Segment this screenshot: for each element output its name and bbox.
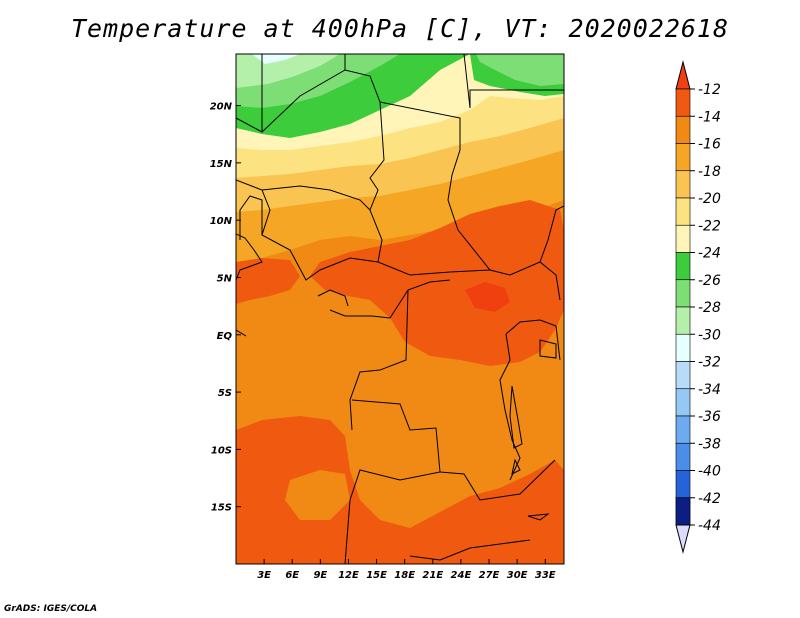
lat-tick-label: 10N (210, 216, 233, 227)
colorbar-level-label: -34 (698, 382, 721, 398)
colorbar-segment (675, 88, 691, 117)
lon-tick-label: 6E (285, 570, 299, 581)
colorbar-segment (675, 497, 691, 526)
colorbar-segment (675, 115, 691, 144)
colorbar-level-label: -22 (698, 218, 721, 234)
colorbar-level-label: -16 (698, 137, 721, 153)
colorbar-segment (675, 415, 691, 444)
colorbar-segment (675, 224, 691, 253)
lon-tick-label: 12E (338, 570, 359, 581)
colorbar-segment (675, 470, 691, 499)
field-band-30 (252, 54, 300, 64)
colorbar-level-label: -40 (698, 464, 721, 480)
colorbar-level-label: -20 (698, 191, 721, 207)
lon-tick-label: 33E (535, 570, 556, 581)
colorbar-level-label: -30 (698, 327, 721, 343)
colorbar-level-label: -18 (698, 164, 721, 180)
colorbar-level-label: -14 (698, 109, 721, 125)
lon-tick-label: 27E (479, 570, 500, 581)
lon-tick-label: 21E (422, 570, 443, 581)
field-band-26-ne (476, 54, 564, 86)
colorbar-bottom-arrow (675, 524, 691, 554)
colorbar-segment (675, 442, 691, 471)
plot-frame (235, 53, 565, 565)
lat-tick-label: 20N (210, 102, 233, 113)
lon-tick-label: 9E (313, 570, 327, 581)
field-band-12-west (236, 258, 300, 304)
field-band-14-south (285, 470, 350, 520)
colorbar-segment (675, 361, 691, 390)
lat-tick-label: 15S (211, 503, 232, 514)
lat-tick-label: 5S (218, 388, 232, 399)
colorbar-segment (675, 388, 691, 417)
lat-tick-label: 10S (211, 445, 232, 456)
lon-tick-label: 15E (366, 570, 387, 581)
field-band-12-southwest (236, 416, 564, 564)
colorbar-segment (675, 306, 691, 335)
field-band-12-central (310, 200, 564, 366)
colorbar-level-label: -42 (698, 491, 721, 507)
colorbar-segment (675, 143, 691, 172)
country-borders (236, 54, 564, 564)
colorbar-level-label: -32 (698, 355, 721, 371)
temperature-field (236, 54, 564, 564)
axis-ticks: 3E 6E 9E 12E 15E 18E 21E 24E 27E 30E 33E 20N 15N 10N 5… (210, 102, 556, 581)
colorbar-level-label: -44 (698, 518, 721, 534)
lat-tick-label: 5N (217, 273, 233, 284)
map-title: Temperature at 400hPa [C], VT: 202002261… (70, 14, 730, 43)
lon-tick-label: 18E (394, 570, 415, 581)
colorbar-level-label: -12 (698, 82, 721, 98)
colorbar-level-label: -36 (698, 409, 721, 425)
colorbar-top-arrow (675, 60, 691, 90)
lat-tick-label: 15N (210, 159, 233, 170)
colorbar-segment (675, 170, 691, 199)
colorbar-segment (675, 197, 691, 226)
colorbar-segment (675, 252, 691, 281)
lon-tick-label: 24E (451, 570, 472, 581)
lat-tick-label: EQ (217, 331, 233, 342)
colorbar: -12 -14 -16 -18 -20 -22 -24 -26 -28 -30 -32 -34 -36 -… (675, 60, 721, 554)
colorbar-level-label: -24 (698, 246, 721, 262)
field-band-warm-spot (465, 282, 510, 312)
colorbar-segment (675, 333, 691, 362)
lon-tick-label: 30E (507, 570, 528, 581)
colorbar-level-label: -38 (698, 436, 721, 452)
lon-tick-label: 3E (257, 570, 271, 581)
colorbar-segment (675, 279, 691, 308)
colorbar-level-label: -26 (698, 273, 721, 289)
colorbar-level-label: -28 (698, 300, 721, 316)
grads-credit: GrADS: IGES/COLA (4, 604, 98, 614)
